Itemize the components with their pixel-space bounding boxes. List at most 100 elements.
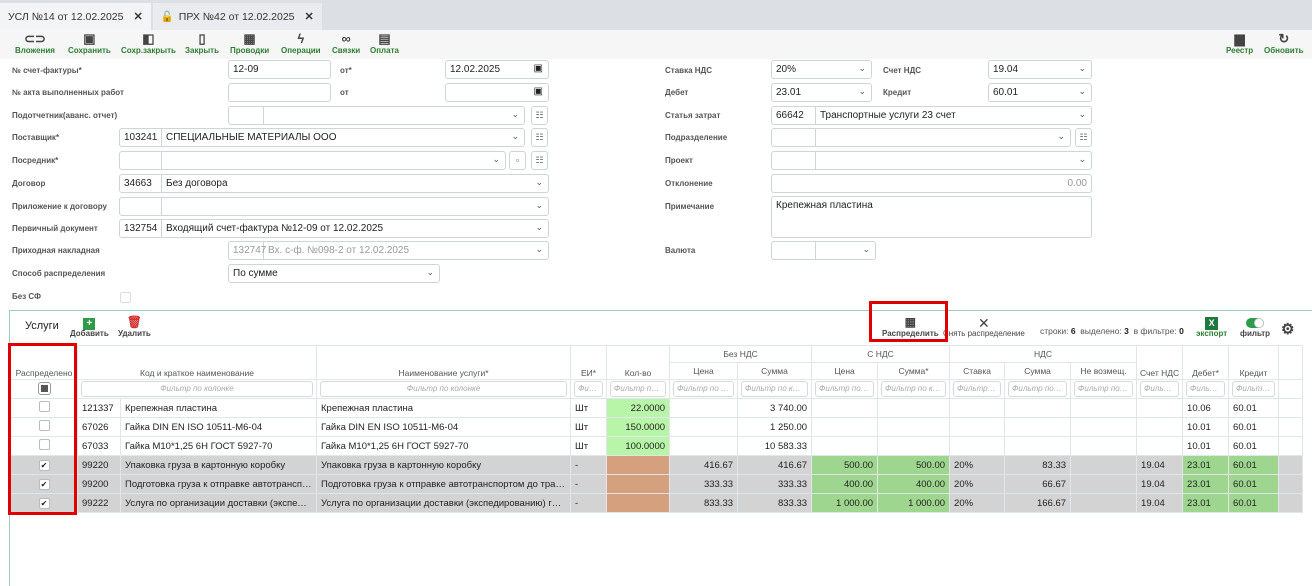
column-filter-input[interactable]: Фильтр по колонке xyxy=(1140,381,1180,397)
table-row[interactable]: 67033 Гайка М10*1,25 6Н ГОСТ 5927-70 Гайка… xyxy=(10,436,1304,456)
column-filter-input[interactable]: Фильтр по колонке xyxy=(574,381,604,397)
cell-code[interactable]: 99222 xyxy=(77,493,121,513)
distributed-checkbox[interactable]: ✔ xyxy=(38,478,50,490)
debit-select[interactable]: 23.01 ⌄ xyxy=(771,83,872,102)
cell-debit[interactable]: 10.01 xyxy=(1182,436,1230,456)
table-row[interactable]: ✔ 99200 Подготовка груза к отправке автотр… xyxy=(10,474,1304,494)
cell-short[interactable]: Гайка DIN EN ISO 10511-M6-04 xyxy=(119,417,318,437)
cell-credit[interactable]: 60.01 xyxy=(1228,455,1280,475)
cell-price[interactable] xyxy=(669,417,739,437)
cell-short[interactable]: Подготовка груза к отправке автотранспо.… xyxy=(119,474,318,494)
distributed-cell[interactable] xyxy=(10,436,78,456)
cell-price_vat[interactable] xyxy=(811,436,879,456)
column-filter-input[interactable]: Фильтр по колонке xyxy=(881,381,947,397)
cell-rate[interactable]: 20% xyxy=(949,474,1006,494)
registry-button[interactable]: ▆ Реестр xyxy=(1226,31,1254,55)
add-button[interactable]: + Добавить xyxy=(70,315,109,338)
cell-short[interactable]: Услуга по организации доставки (экспеди.… xyxy=(119,493,318,513)
cell-vat[interactable] xyxy=(1004,436,1072,456)
no-invoice-checkbox[interactable] xyxy=(120,292,131,303)
close-icon[interactable]: ✕ xyxy=(304,11,314,23)
cell-unit[interactable]: - xyxy=(570,455,608,475)
cell-credit[interactable]: 60.01 xyxy=(1228,436,1280,456)
accountable-select[interactable]: ⌄ xyxy=(228,106,525,125)
cell-vat_acc[interactable]: 19.04 xyxy=(1136,474,1184,494)
tab-usl[interactable]: УСЛ №14 от 12.02.2025 ✕ xyxy=(0,3,151,30)
cell-sum[interactable]: 833.33 xyxy=(737,493,813,513)
cell-sum_vat[interactable] xyxy=(877,398,951,418)
distributed-cell[interactable]: ✔ xyxy=(10,493,78,513)
save-close-button[interactable]: ◧ Сохр.закрыть xyxy=(121,31,176,55)
cell-price[interactable]: 333.33 xyxy=(669,474,739,494)
distributed-cell[interactable] xyxy=(10,417,78,437)
cell-qty[interactable] xyxy=(606,455,671,475)
cell-vat[interactable]: 166.67 xyxy=(1004,493,1072,513)
cell-vat_acc[interactable]: 19.04 xyxy=(1136,493,1184,513)
distributed-cell[interactable] xyxy=(10,398,78,418)
cell-name[interactable]: Упаковка груза в картонную коробку xyxy=(316,455,572,475)
cell-credit[interactable]: 60.01 xyxy=(1228,493,1280,513)
cell-price_vat[interactable]: 500.00 xyxy=(811,455,879,475)
calendar-icon[interactable]: ▣ xyxy=(533,86,543,97)
cell-name[interactable]: Подготовка груза к отправке автотранспор… xyxy=(316,474,572,494)
tree-picker-icon[interactable]: ☷ xyxy=(1075,128,1092,147)
column-filter-input[interactable]: Фильтр по колонке xyxy=(320,381,568,397)
table-row[interactable]: 67026 Гайка DIN EN ISO 10511-M6-04 Гайка D… xyxy=(10,417,1304,437)
refresh-button[interactable]: ↻ Обновить xyxy=(1264,31,1304,55)
contract-select[interactable]: 34663 Без договора ⌄ xyxy=(119,174,549,193)
act-date-input[interactable]: ▣ xyxy=(445,83,549,102)
cell-debit[interactable]: 10.01 xyxy=(1182,417,1230,437)
cell-name[interactable]: Гайка М10*1,25 6Н ГОСТ 5927-70 xyxy=(316,436,572,456)
settings-gear-icon[interactable]: ⚙ xyxy=(1281,321,1295,338)
currency-select[interactable]: ⌄ xyxy=(771,241,876,260)
cell-vat_acc[interactable]: 19.04 xyxy=(1136,455,1184,475)
vat-account-select[interactable]: 19.04 ⌄ xyxy=(988,60,1092,79)
cell-unit[interactable]: - xyxy=(570,474,608,494)
cell-qty[interactable]: 150.0000 xyxy=(606,417,671,437)
cell-vat[interactable] xyxy=(1004,417,1072,437)
attachments-button[interactable]: ⊂⊃ Вложения xyxy=(15,31,55,55)
cell-price[interactable]: 833.33 xyxy=(669,493,739,513)
cell-nonrec[interactable] xyxy=(1070,417,1138,437)
cell-unit[interactable]: Шт xyxy=(570,398,608,418)
cell-sum[interactable]: 416.67 xyxy=(737,455,813,475)
invoice-no-input[interactable]: 12-09 xyxy=(228,60,331,79)
project-select[interactable]: ⌄ xyxy=(771,151,1092,170)
cell-debit[interactable]: 23.01 xyxy=(1182,474,1230,494)
cell-unit[interactable]: - xyxy=(570,493,608,513)
cell-unit[interactable]: Шт xyxy=(570,417,608,437)
cell-code[interactable]: 67033 xyxy=(77,436,121,456)
cell-rate[interactable]: 20% xyxy=(949,493,1006,513)
invoice-date-input[interactable]: 12.02.2025 ▣ xyxy=(445,60,549,79)
tab-prh[interactable]: 🔓 ПРХ №42 от 12.02.2025 ✕ xyxy=(152,3,322,30)
postings-button[interactable]: ▦ Проводки xyxy=(230,31,270,55)
close-icon[interactable]: ✕ xyxy=(133,11,143,23)
column-filter-input[interactable]: Фильтр по колонке xyxy=(673,381,735,397)
cell-sum_vat[interactable] xyxy=(877,417,951,437)
distributed-checkbox[interactable]: ✔ xyxy=(38,497,50,509)
column-filter-input[interactable]: Фильтр по колонке xyxy=(1232,381,1276,397)
column-filter-input[interactable]: Фильтр по колонке xyxy=(1008,381,1068,397)
cell-nonrec[interactable] xyxy=(1070,436,1138,456)
cell-rate[interactable]: 20% xyxy=(949,455,1006,475)
cell-price[interactable] xyxy=(669,398,739,418)
cost-item-select[interactable]: 66642 Транспортные услуги 23 счет ⌄ xyxy=(771,106,1092,125)
cell-debit[interactable]: 10.06 xyxy=(1182,398,1230,418)
distributed-cell[interactable]: ✔ xyxy=(10,474,78,494)
cell-nonrec[interactable] xyxy=(1070,398,1138,418)
cell-short[interactable]: Упаковка груза в картонную коробку xyxy=(119,455,318,475)
tree-picker-icon[interactable]: ☷ xyxy=(531,151,548,170)
cell-price[interactable] xyxy=(669,436,739,456)
cell-vat[interactable]: 83.33 xyxy=(1004,455,1072,475)
distribute-button[interactable]: ▦ Распределить xyxy=(882,315,939,338)
column-filter-input[interactable]: Фильтр по колонке xyxy=(610,381,667,397)
cell-price_vat[interactable]: 1 000.00 xyxy=(811,493,879,513)
cell-credit[interactable]: 60.01 xyxy=(1228,417,1280,437)
operations-button[interactable]: ϟ Операции xyxy=(281,31,321,55)
cell-debit[interactable]: 23.01 xyxy=(1182,493,1230,513)
cell-name[interactable]: Услуга по организации доставки (экспедир… xyxy=(316,493,572,513)
distributed-cell[interactable]: ✔ xyxy=(10,455,78,475)
cell-name[interactable]: Крепежная пластина xyxy=(316,398,572,418)
cell-qty[interactable]: 100.0000 xyxy=(606,436,671,456)
